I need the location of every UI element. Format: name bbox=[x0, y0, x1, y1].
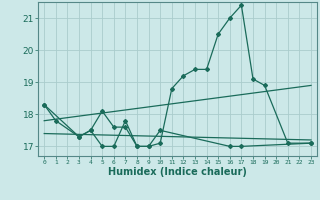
X-axis label: Humidex (Indice chaleur): Humidex (Indice chaleur) bbox=[108, 167, 247, 177]
